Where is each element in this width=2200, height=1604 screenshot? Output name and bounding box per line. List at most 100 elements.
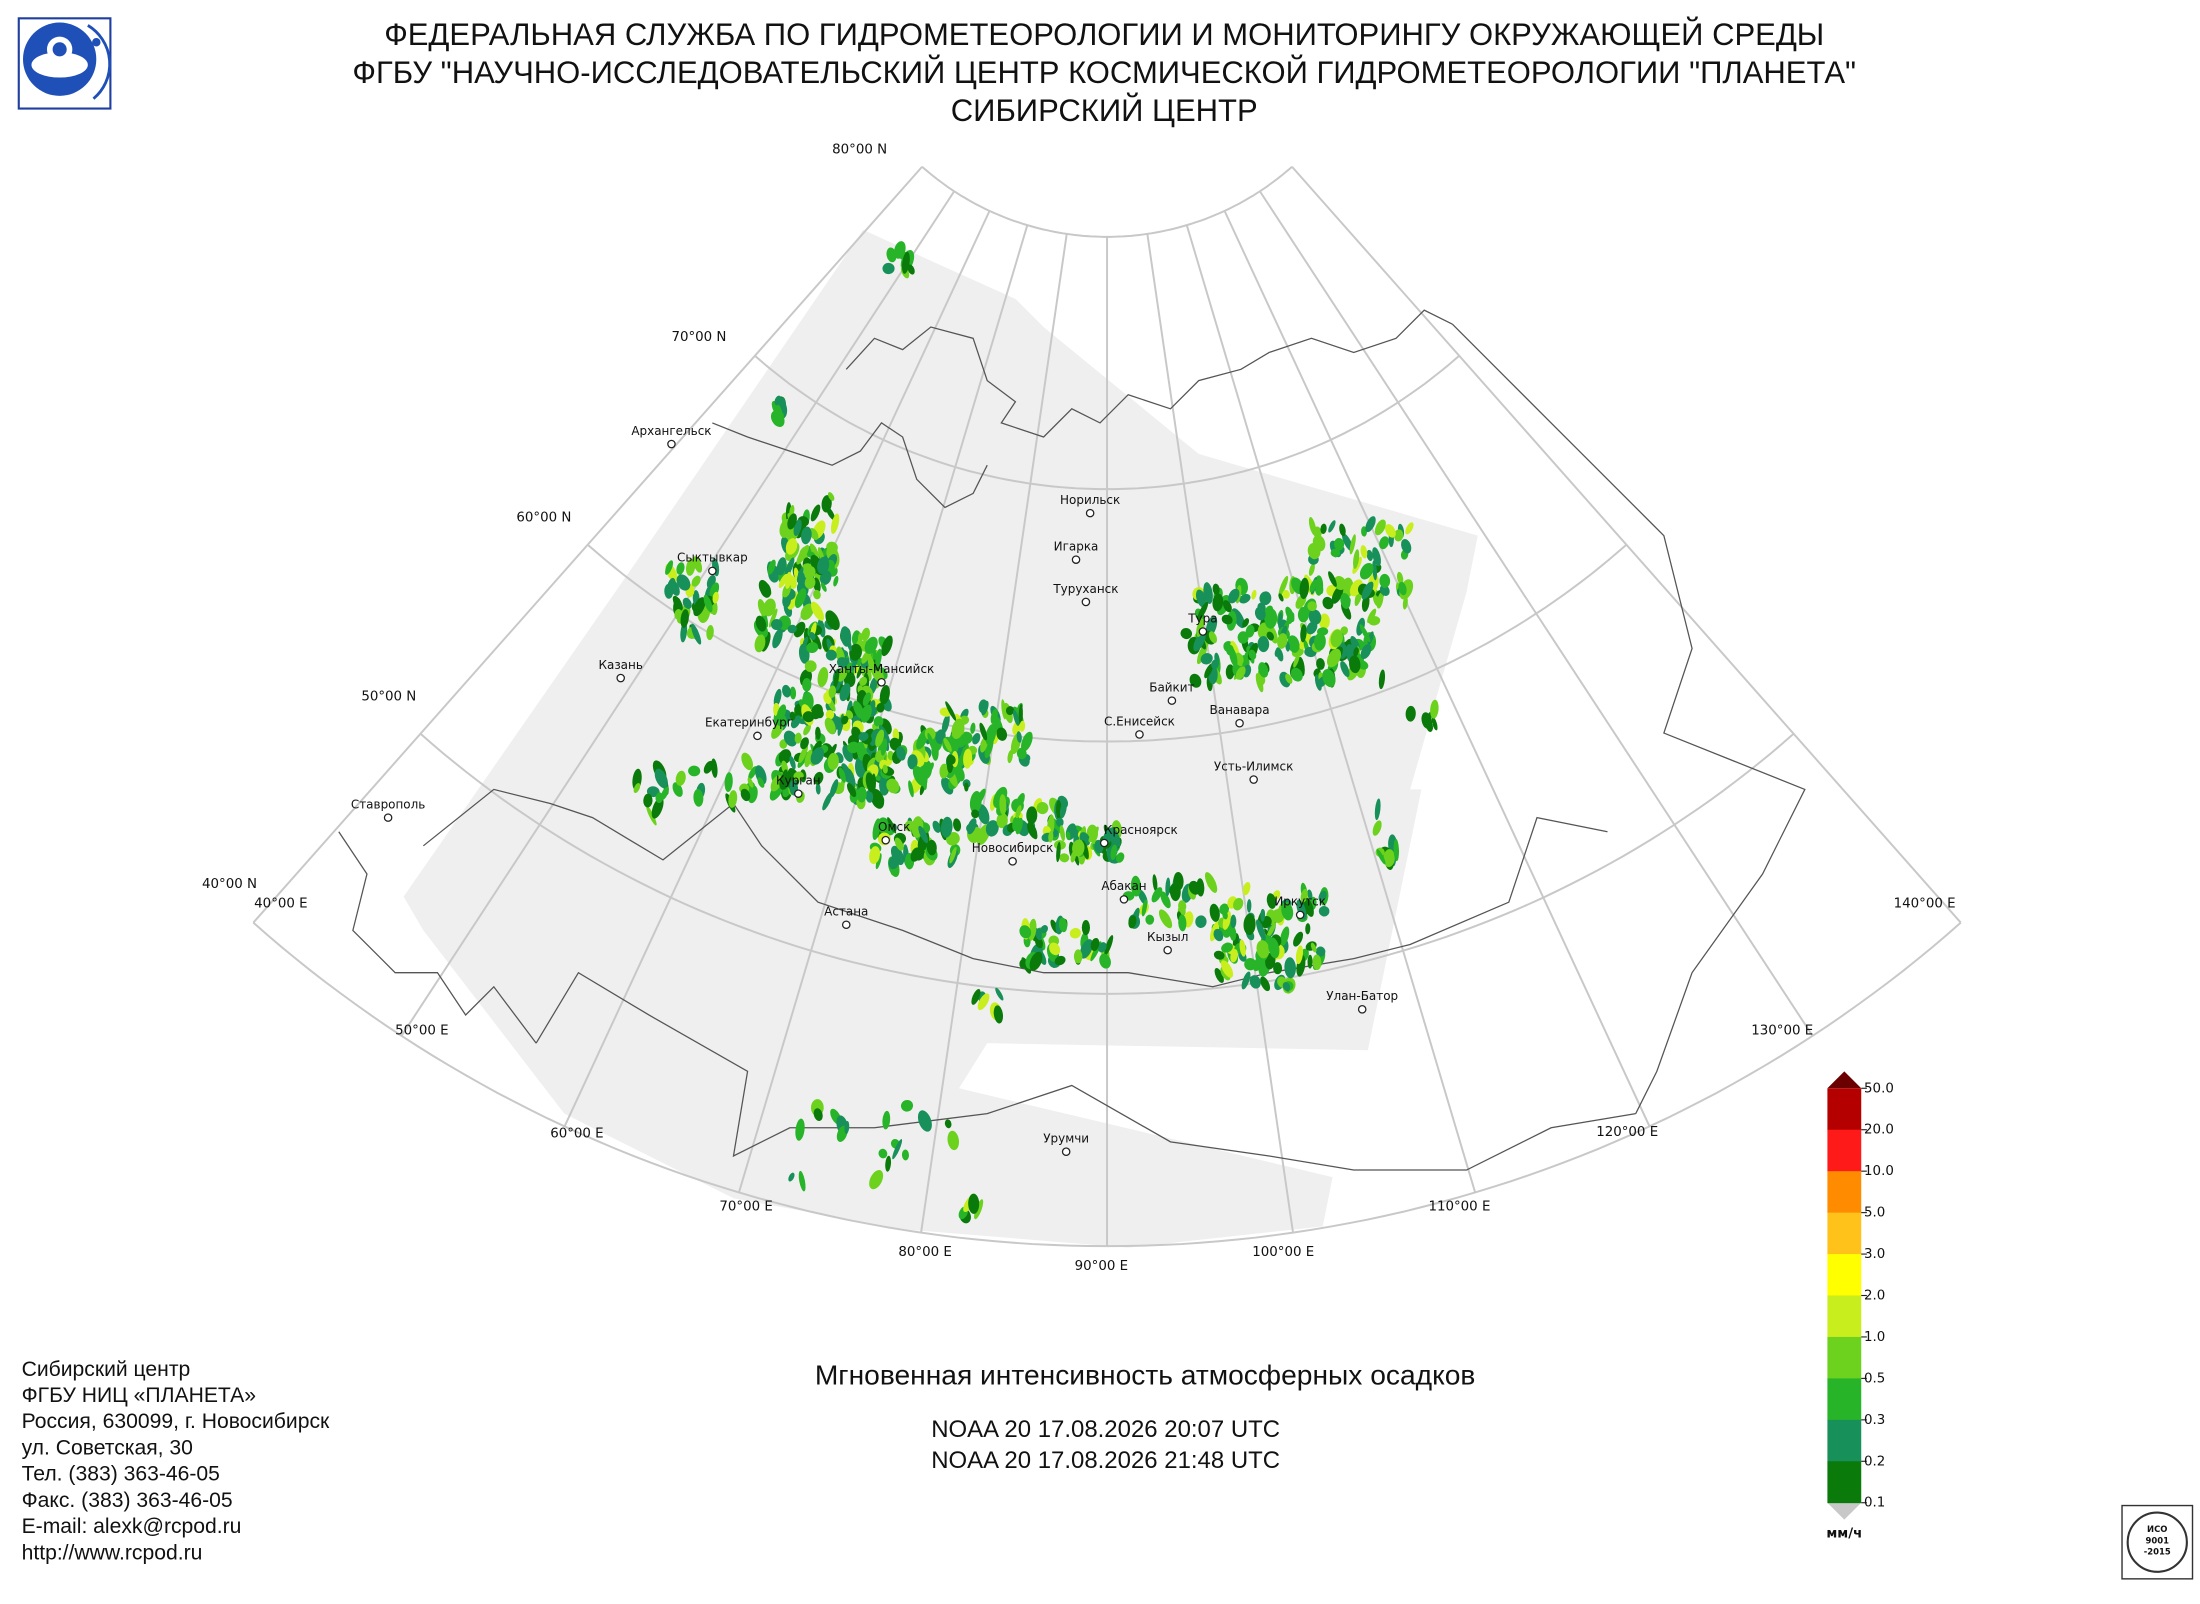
precip-cell (1322, 596, 1334, 610)
precip-cell (940, 816, 953, 838)
precip-cell (674, 609, 683, 620)
precip-cell (1007, 750, 1013, 764)
city-marker (1167, 696, 1177, 705)
precip-cell (691, 623, 702, 645)
precip-cell (828, 685, 837, 699)
precip-cell (787, 624, 797, 634)
precip-cell (672, 782, 683, 797)
precip-cell (1305, 923, 1311, 935)
city-marker (1085, 508, 1095, 518)
precip-cell (1295, 945, 1304, 965)
city-marker (1198, 627, 1208, 636)
precip-cell (900, 1099, 914, 1112)
coastlines (338, 309, 1806, 1171)
precip-cell (967, 818, 977, 835)
precip-cell (1259, 591, 1272, 606)
precip-cell (771, 400, 783, 419)
precip-cell (676, 574, 691, 591)
precip-cell (772, 628, 783, 649)
precip-cell (1393, 838, 1400, 862)
precip-cell (862, 692, 871, 707)
city-label: Байкит (1149, 680, 1194, 694)
precip-cell (836, 657, 848, 668)
precip-cell (1360, 644, 1372, 659)
precip-cell (912, 766, 928, 787)
precip-cell (1256, 919, 1266, 941)
city-marker (1135, 730, 1144, 739)
precip-cell (882, 262, 895, 275)
header-line: СИБИРСКИЙ ЦЕНТР (951, 92, 1258, 128)
city-label: Новосибирск (972, 841, 1054, 855)
precip-cell (1246, 899, 1252, 913)
legend-label: 0.5 (1864, 1371, 1885, 1386)
precip-cell (1151, 887, 1163, 903)
precip-cell (1372, 820, 1382, 836)
precip-cell (794, 732, 802, 744)
precip-cell (1110, 827, 1121, 847)
precip-cell (926, 839, 937, 856)
precip-cell (1204, 663, 1213, 679)
precip-cell (974, 1199, 984, 1220)
precip-cell (1228, 588, 1240, 604)
precip-cell (1307, 542, 1321, 560)
precip-cell (1297, 606, 1309, 623)
legend-label: 2.0 (1864, 1289, 1885, 1304)
precip-cell (894, 241, 906, 259)
precip-cell (1353, 647, 1359, 657)
precip-cell (1128, 915, 1137, 929)
precip-cell (693, 789, 704, 807)
precip-cell (1308, 609, 1322, 625)
precip-cell (968, 1193, 980, 1214)
city-marker (708, 566, 717, 576)
precip-cell (1054, 955, 1066, 966)
precip-cell (1230, 914, 1237, 929)
precip-cell (1069, 927, 1081, 939)
city-marker (1249, 775, 1258, 784)
contact-line: ул. Советская, 30 (22, 1436, 193, 1459)
precip-cell (1372, 547, 1381, 567)
precip-cell (1152, 874, 1158, 892)
legend-unit: мм/ч (1826, 1527, 1862, 1542)
precip-cell (1330, 548, 1341, 558)
header-line: ФГБУ "НАУЧНО-ИССЛЕДОВАТЕЛЬСКИЙ ЦЕНТР КОС… (352, 54, 1856, 90)
precip-cell (1300, 624, 1307, 643)
contacts: Сибирский центр ФГБУ НИЦ «ПЛАНЕТА» Россия,… (22, 1358, 330, 1565)
precip-cell (1239, 939, 1246, 957)
precip-cell (741, 752, 753, 771)
meridian (1291, 166, 1962, 924)
precip-cell (1359, 624, 1371, 643)
precip-cell (666, 577, 676, 595)
precip-cell (757, 777, 765, 788)
precip-cell (971, 989, 981, 1005)
precip-cell (758, 579, 770, 597)
precip-cell (1015, 792, 1025, 811)
precip-cell (1273, 962, 1283, 975)
header-line: ФЕДЕРАЛЬНАЯ СЛУЖБА ПО ГИДРОМЕТЕОРОЛОГИИ … (384, 16, 1824, 52)
precip-cell (1188, 880, 1201, 895)
precip-cell (1266, 631, 1274, 641)
precip-cell (882, 764, 888, 774)
precip-cell (827, 752, 839, 770)
precip-cell (844, 1121, 850, 1134)
logo (17, 17, 112, 110)
longitude-label: 60°00 E (550, 1126, 603, 1141)
precip-cell (917, 1110, 932, 1132)
precip-cell (809, 528, 819, 540)
precip-cell (809, 632, 816, 641)
precip-cell (970, 722, 976, 734)
precip-cell (1430, 699, 1439, 719)
precip-cell (810, 504, 821, 522)
precip-cell (1318, 905, 1330, 917)
city-label: Архангельск (631, 424, 711, 438)
precip-cell (809, 543, 819, 559)
precip-cell (1213, 928, 1224, 942)
precip-cell (945, 701, 957, 721)
precip-cell (1019, 959, 1026, 969)
precip-cell (996, 727, 1008, 741)
precip-cell (1293, 653, 1300, 668)
precip-cell (789, 686, 797, 700)
precip-cell (1282, 982, 1291, 991)
precip-cell (803, 566, 816, 579)
precip-cell (798, 744, 809, 764)
